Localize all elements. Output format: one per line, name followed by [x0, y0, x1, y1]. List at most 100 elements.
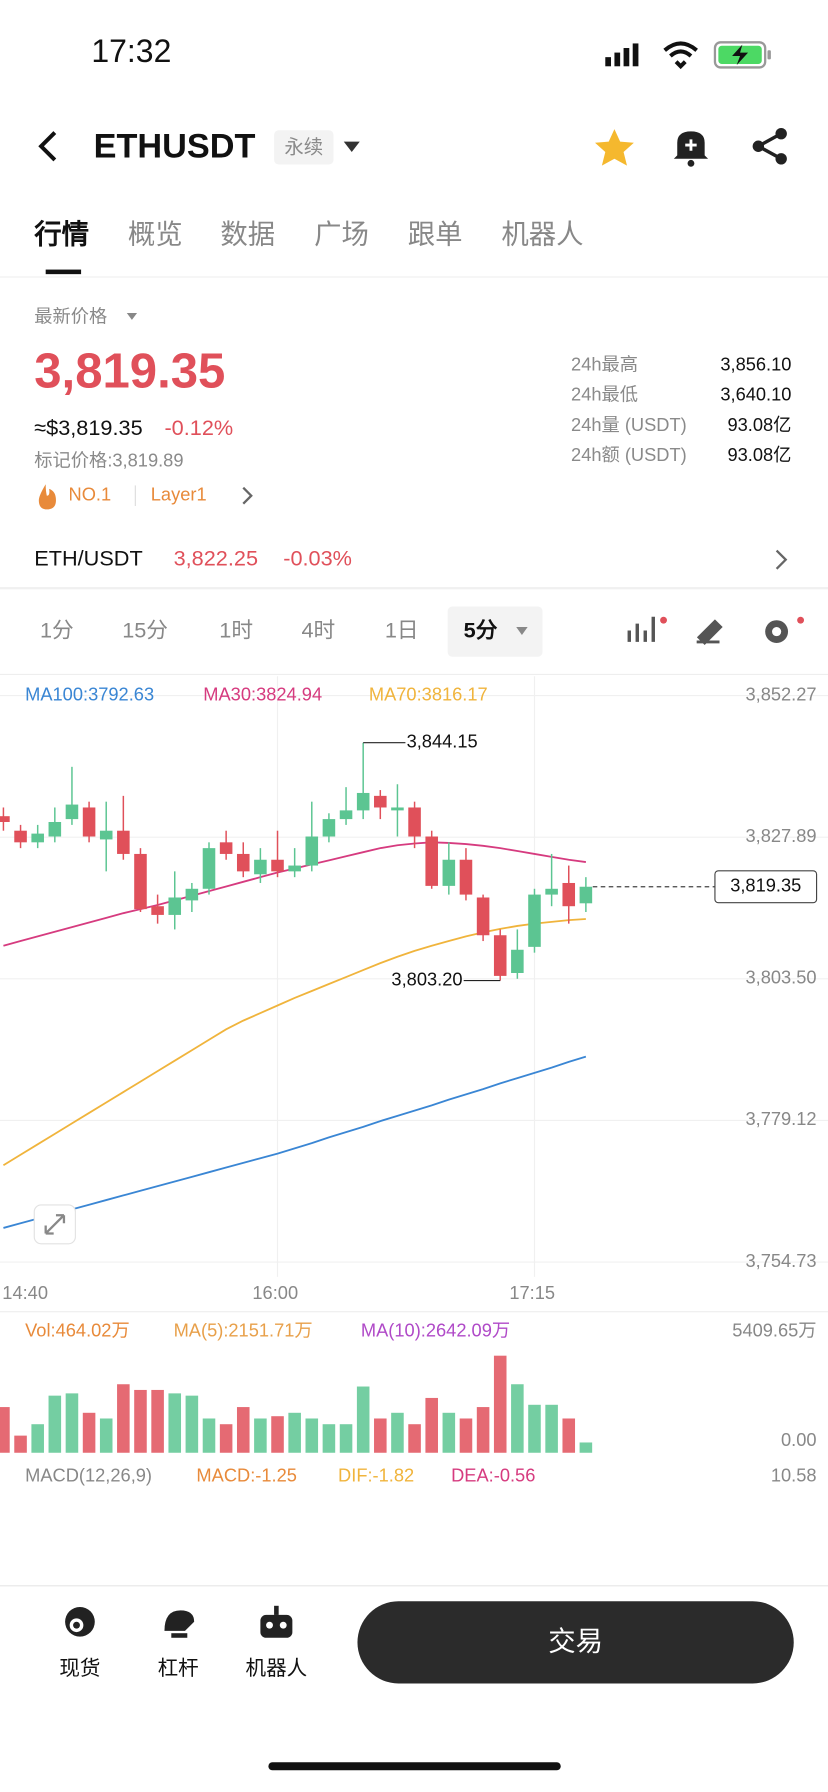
candle-body	[476, 897, 490, 936]
alert-icon[interactable]	[673, 131, 709, 167]
dropdown-icon[interactable]	[516, 627, 528, 636]
indicator-icon[interactable]	[627, 616, 667, 642]
volume-bar	[117, 1384, 130, 1453]
candle-body	[82, 807, 96, 837]
settings-icon[interactable]	[765, 616, 805, 644]
candle-body	[356, 792, 370, 811]
macd-legend: MACD:-1.25	[196, 1465, 296, 1486]
candle-body	[65, 804, 79, 820]
tab[interactable]: 跟单	[408, 219, 463, 250]
candle-body	[14, 830, 27, 843]
spot-change: -0.03%	[283, 545, 352, 570]
spot-pair[interactable]: ETH/USDT	[34, 545, 142, 570]
candle-body	[442, 859, 456, 886]
status-time: 17:32	[91, 33, 171, 69]
interval[interactable]: 15分	[122, 617, 168, 642]
volume-bar	[493, 1355, 507, 1453]
volume-bar	[99, 1418, 113, 1453]
spot-price: 3,822.25	[174, 545, 258, 570]
volume-bar	[65, 1393, 79, 1453]
nav-label[interactable]: 机器人	[246, 1657, 308, 1680]
volume-bar	[48, 1395, 62, 1453]
draw-icon[interactable]	[696, 619, 723, 646]
trade-button-label[interactable]: 交易	[548, 1626, 603, 1657]
candle-body	[374, 795, 387, 808]
interval[interactable]: 1时	[219, 617, 253, 642]
favorite-icon[interactable]	[595, 129, 634, 166]
volume-bar	[408, 1424, 421, 1453]
interval[interactable]: 1分	[40, 617, 74, 642]
candle-body	[562, 882, 576, 907]
expand-icon[interactable]	[44, 1214, 66, 1235]
contract-tag: 永续	[284, 137, 323, 159]
volume-bar	[305, 1418, 319, 1453]
candle-body	[31, 833, 44, 843]
candle-body	[391, 807, 404, 811]
candle-body	[511, 949, 524, 973]
volume-legend: MA(5):2151.71万	[174, 1320, 313, 1341]
stat-value: 93.08亿	[727, 414, 791, 435]
tab[interactable]: 广场	[314, 219, 369, 250]
stat-label: 24h额 (USDT)	[571, 444, 687, 465]
stat-label: 24h量 (USDT)	[571, 414, 687, 435]
candle-body	[271, 859, 284, 872]
stat-value: 3,856.10	[720, 353, 791, 374]
sector-tag[interactable]: Layer1	[151, 484, 207, 505]
nav-label[interactable]: 现货	[59, 1657, 100, 1680]
ma-line	[3, 1055, 587, 1229]
y-tick-label: 3,827.89	[745, 825, 816, 846]
tab[interactable]: 数据	[220, 219, 275, 250]
x-tick-label: 17:15	[509, 1282, 555, 1303]
rank-tag[interactable]: NO.1	[69, 484, 112, 505]
volume-bar	[31, 1424, 44, 1453]
candle-body	[288, 865, 301, 872]
divider	[0, 1585, 828, 1587]
volume-bar	[288, 1412, 301, 1453]
trade-button[interactable]	[357, 1601, 794, 1684]
current-price-label: 3,819.35	[730, 875, 801, 896]
tab[interactable]: 行情	[33, 219, 89, 250]
interval[interactable]: 5分	[464, 617, 498, 642]
low-label: 3,803.20	[391, 968, 462, 989]
volume-bar	[459, 1418, 473, 1453]
volume-bar	[151, 1389, 164, 1453]
spot-icon[interactable]	[65, 1606, 95, 1637]
last-price: 3,819.35	[34, 345, 225, 399]
y-tick-label: 3,754.73	[745, 1250, 816, 1271]
tab[interactable]: 概览	[128, 219, 183, 250]
volume-tick-label: 5409.65万	[732, 1320, 816, 1341]
y-tick-label: 3,803.50	[745, 967, 816, 988]
candle-body	[545, 888, 558, 895]
stat-label: 24h最高	[571, 353, 638, 374]
candle-body	[425, 836, 438, 886]
mark-price: 标记价格:3,819.89	[34, 449, 183, 470]
share-icon[interactable]	[752, 127, 787, 165]
volume-bar	[476, 1407, 490, 1453]
volume-bar	[254, 1418, 267, 1453]
legend-entry: MA30:3824.94	[203, 683, 322, 704]
chevron[interactable]	[775, 549, 788, 570]
volume-bar	[511, 1384, 524, 1453]
volume-bar	[528, 1404, 541, 1453]
usd-price: ≈$3,819.35	[34, 415, 142, 440]
candle-body	[528, 894, 541, 947]
candle-body	[99, 830, 113, 840]
interval[interactable]: 4时	[302, 617, 336, 642]
candle-body	[236, 853, 250, 872]
dropdown-icon[interactable]	[343, 141, 360, 152]
volume-bar	[236, 1407, 250, 1453]
tab[interactable]: 机器人	[501, 219, 583, 250]
interval[interactable]: 1日	[385, 617, 419, 642]
volume-bar	[425, 1397, 438, 1453]
price-change: -0.12%	[164, 415, 233, 440]
nav-label[interactable]: 杠杆	[158, 1657, 199, 1680]
margin-icon[interactable]	[164, 1610, 195, 1638]
dropdown-icon[interactable]	[126, 312, 138, 320]
bot-icon[interactable]	[260, 1605, 293, 1638]
volume-bar	[562, 1418, 576, 1453]
price-label: 最新价格	[34, 305, 107, 326]
volume-bar	[14, 1435, 27, 1453]
back-button[interactable]	[38, 131, 57, 162]
chevron[interactable]	[242, 486, 253, 505]
